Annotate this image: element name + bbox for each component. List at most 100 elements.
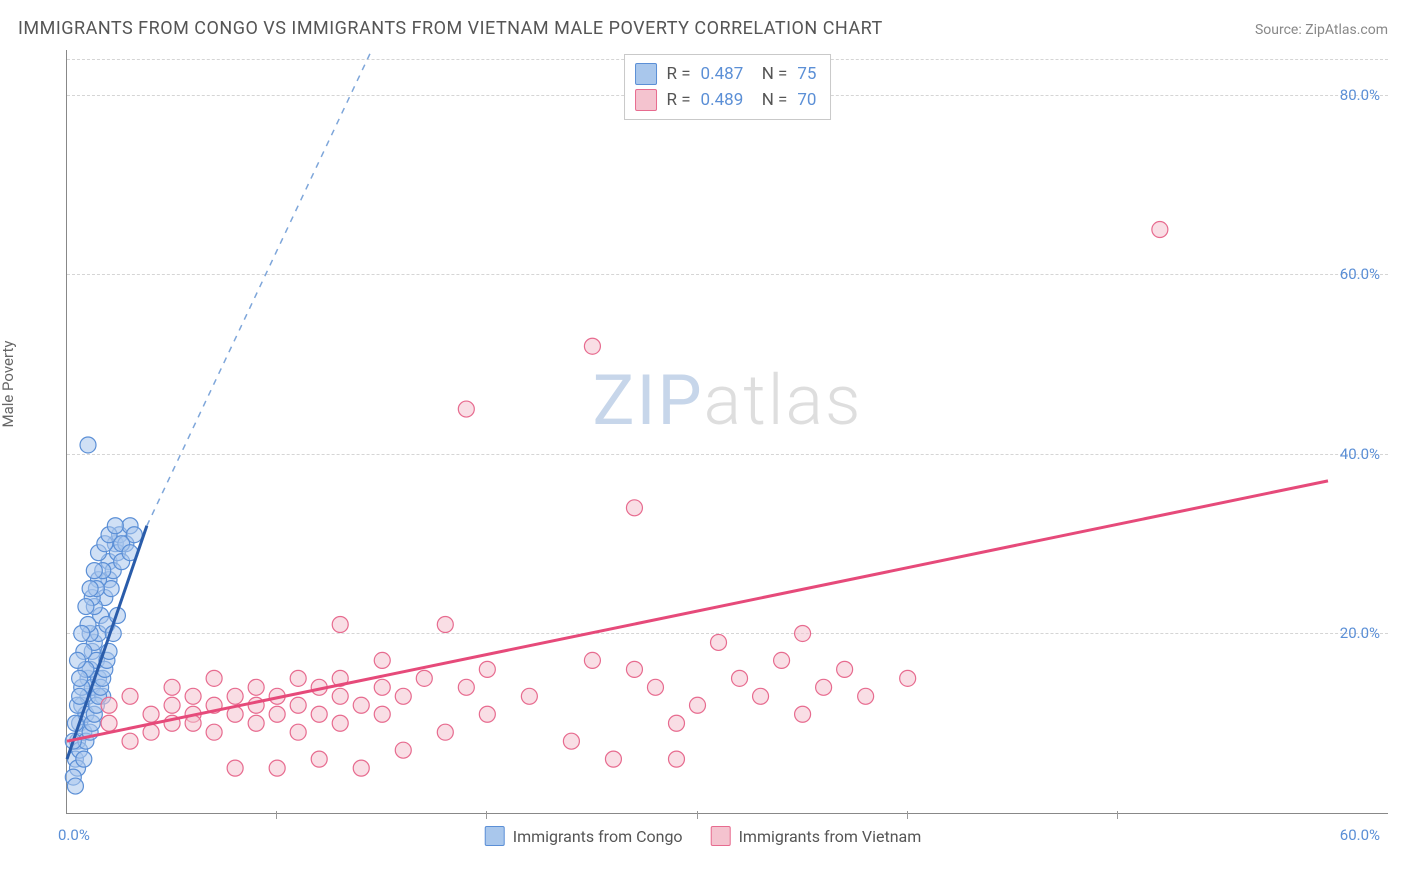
data-point <box>795 625 811 641</box>
data-point <box>143 724 159 740</box>
data-point <box>626 661 642 677</box>
data-point <box>711 634 727 650</box>
legend-swatch <box>635 89 657 111</box>
data-point <box>332 688 348 704</box>
data-point <box>164 679 180 695</box>
data-point <box>690 697 706 713</box>
data-point <box>668 751 684 767</box>
data-point <box>82 581 98 597</box>
legend-r-label: R = <box>667 90 691 110</box>
data-point <box>67 778 83 794</box>
data-point <box>458 401 474 417</box>
data-point <box>584 338 600 354</box>
data-point <box>311 751 327 767</box>
plot-area: R = 0.487 N = 75R = 0.489 N = 70 ZIPatla… <box>66 50 1388 814</box>
data-point <box>185 688 201 704</box>
legend-label: Immigrants from Congo <box>513 827 683 846</box>
legend-label: Immigrants from Vietnam <box>739 827 922 846</box>
data-point <box>86 563 102 579</box>
data-point <box>74 625 90 641</box>
data-point <box>374 679 390 695</box>
data-point <box>248 679 264 695</box>
data-point <box>164 697 180 713</box>
data-point <box>774 652 790 668</box>
data-point <box>753 688 769 704</box>
x-max-tick: 60.0% <box>1340 826 1380 844</box>
data-point <box>206 724 222 740</box>
data-point <box>437 724 453 740</box>
legend-row: R = 0.489 N = 70 <box>635 87 817 113</box>
plot-svg <box>67 50 1388 813</box>
data-point <box>668 715 684 731</box>
x-origin-tick: 0.0% <box>58 826 90 844</box>
legend-r-label: R = <box>667 64 691 84</box>
data-point <box>332 715 348 731</box>
data-point <box>70 652 86 668</box>
legend-n-label: N = <box>753 90 787 110</box>
data-point <box>647 679 663 695</box>
data-point <box>374 652 390 668</box>
data-point <box>479 661 495 677</box>
data-point <box>563 733 579 749</box>
data-point <box>143 706 159 722</box>
data-point <box>395 688 411 704</box>
correlation-legend: R = 0.487 N = 75 R = 0.489 N = 70 <box>624 54 832 120</box>
legend-n-label: N = <box>753 64 787 84</box>
data-point <box>900 670 916 686</box>
data-point <box>101 715 117 731</box>
data-point <box>206 670 222 686</box>
data-point <box>479 706 495 722</box>
data-point <box>416 670 432 686</box>
data-point <box>353 760 369 776</box>
data-point <box>122 688 138 704</box>
data-point <box>626 500 642 516</box>
data-point <box>395 742 411 758</box>
source-label: Source: ZipAtlas.com <box>1255 22 1388 38</box>
data-point <box>76 751 92 767</box>
data-point <box>290 697 306 713</box>
series-legend: Immigrants from Congo Immigrants from Vie… <box>485 826 922 846</box>
data-point <box>80 437 96 453</box>
data-point <box>332 616 348 632</box>
trend-line-dashed <box>147 50 372 526</box>
data-point <box>290 724 306 740</box>
data-point <box>122 733 138 749</box>
legend-r-value: 0.487 <box>701 64 744 84</box>
data-point <box>227 688 243 704</box>
data-point <box>72 670 88 686</box>
data-point <box>353 697 369 713</box>
data-point <box>78 599 94 615</box>
data-point <box>458 679 474 695</box>
data-point <box>374 706 390 722</box>
chart-title: IMMIGRANTS FROM CONGO VS IMMIGRANTS FROM… <box>18 18 883 39</box>
data-point <box>437 616 453 632</box>
title-bar: IMMIGRANTS FROM CONGO VS IMMIGRANTS FROM… <box>18 18 1388 39</box>
data-point <box>816 679 832 695</box>
legend-item: Immigrants from Vietnam <box>711 826 922 846</box>
data-point <box>227 760 243 776</box>
legend-swatch <box>635 63 657 85</box>
data-point <box>732 670 748 686</box>
chart-container: Male Poverty R = 0.487 N = 75R = 0.489 N… <box>18 50 1388 874</box>
data-point <box>837 661 853 677</box>
data-point <box>248 715 264 731</box>
data-point <box>795 706 811 722</box>
data-point <box>290 670 306 686</box>
data-point <box>858 688 874 704</box>
legend-n-value: 70 <box>797 90 816 110</box>
data-point <box>101 697 117 713</box>
data-point <box>269 760 285 776</box>
data-point <box>521 688 537 704</box>
legend-swatch <box>485 826 505 846</box>
data-point <box>605 751 621 767</box>
data-point <box>1152 222 1168 238</box>
data-point <box>107 518 123 534</box>
y-axis-label: Male Poverty <box>0 341 17 428</box>
legend-item: Immigrants from Congo <box>485 826 683 846</box>
legend-n-value: 75 <box>797 64 816 84</box>
legend-r-value: 0.489 <box>701 90 744 110</box>
legend-swatch <box>711 826 731 846</box>
data-point <box>269 706 285 722</box>
data-point <box>584 652 600 668</box>
data-point <box>311 706 327 722</box>
